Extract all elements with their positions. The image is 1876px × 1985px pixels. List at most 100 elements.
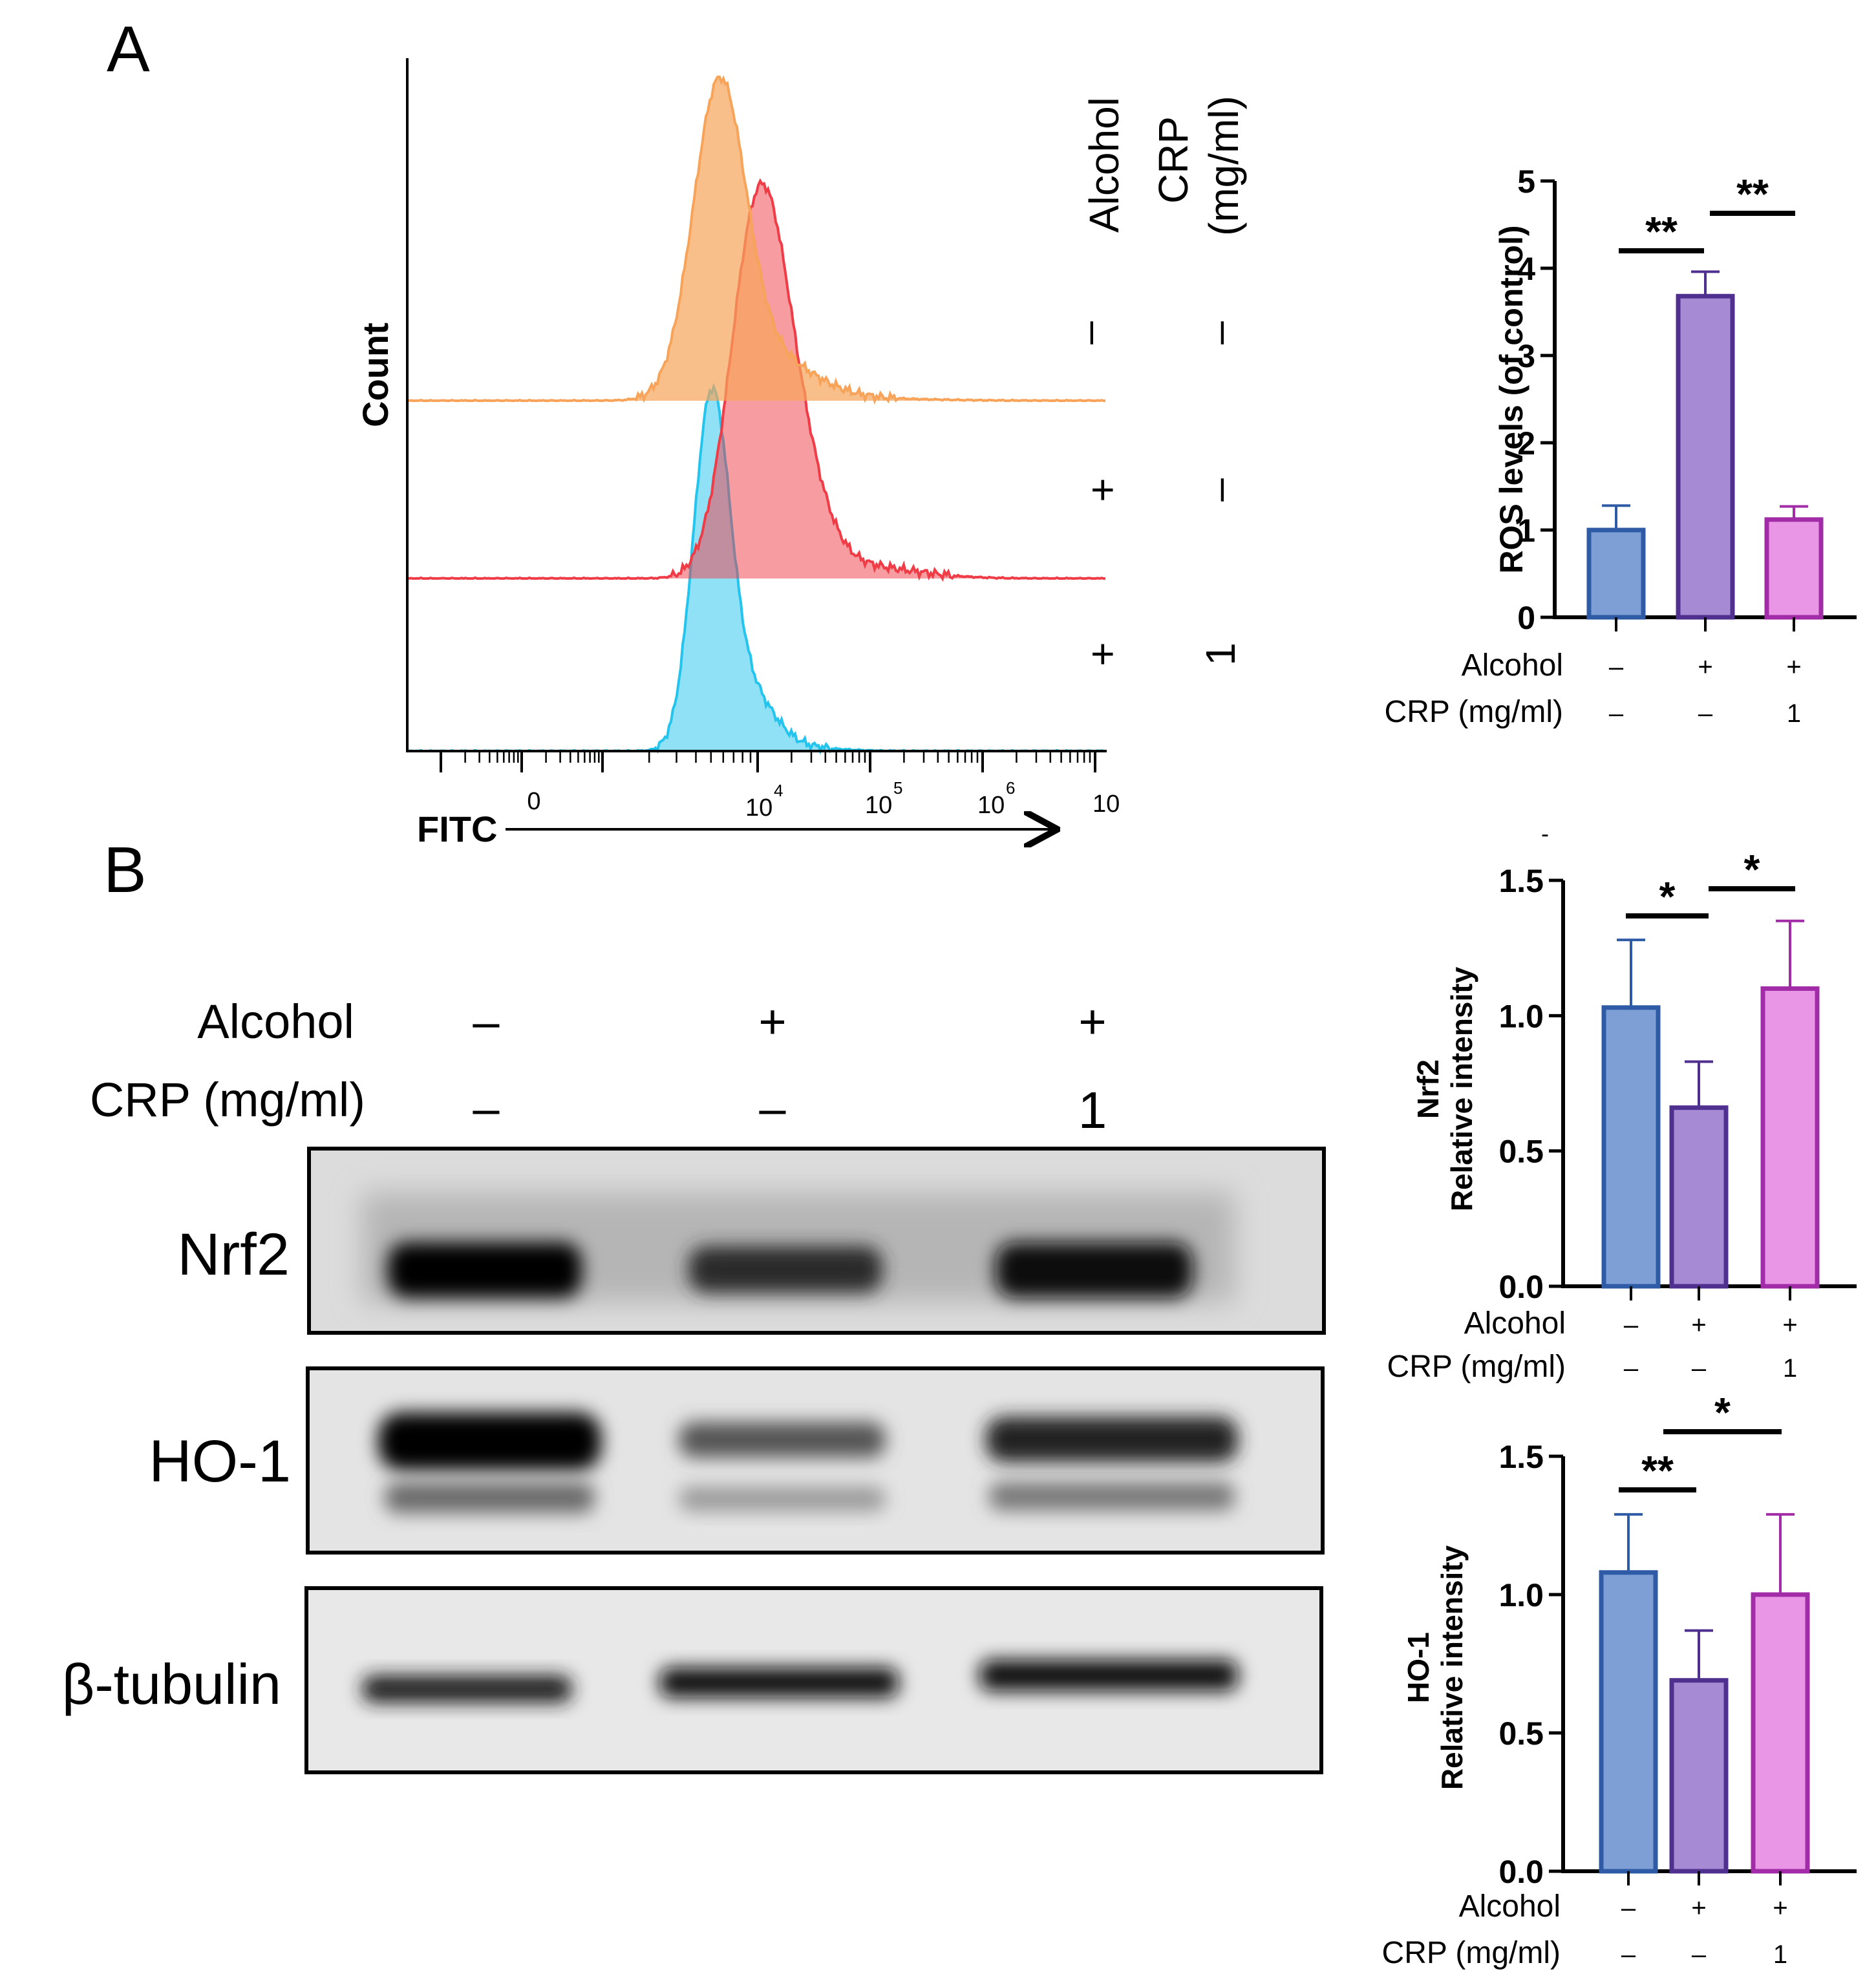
flow-row1-crp: – bbox=[1195, 321, 1242, 345]
flow-xtick-10e6-exp: 6 bbox=[1006, 778, 1015, 798]
ros-bar-3 bbox=[1764, 517, 1824, 620]
histogram-orange-line bbox=[407, 75, 1105, 405]
nrf2-ytick-label: 0.5 bbox=[1498, 1134, 1544, 1170]
blot-ho1-band-3 bbox=[986, 1417, 1238, 1462]
ho1-alcohol-1: – bbox=[1621, 1894, 1636, 1922]
flow-y-axis-label: Count bbox=[355, 323, 396, 427]
flow-xtick-10e5-base: 10 bbox=[865, 792, 892, 819]
ho1-bar-2 bbox=[1669, 1678, 1729, 1874]
flow-header-crp: CRP bbox=[1150, 116, 1197, 204]
blot-ho1-band-2 bbox=[679, 1422, 886, 1458]
blot-label-crp: CRP (mg/ml) bbox=[90, 1073, 365, 1127]
ho1-alcohol-3: + bbox=[1773, 1894, 1787, 1922]
nrf2-alcohol-3: + bbox=[1782, 1311, 1797, 1339]
blot-lane1-alcohol: – bbox=[473, 995, 500, 1048]
flow-row1-alcohol: – bbox=[1065, 321, 1111, 345]
ho1-bar-3 bbox=[1751, 1592, 1810, 1874]
flow-row3-alcohol: + bbox=[1079, 642, 1125, 666]
ros-y-axis-label: ROS levels (of control) bbox=[1493, 226, 1530, 574]
flow-xtick-10: 10 bbox=[1093, 791, 1120, 818]
nrf2-sig-label-1: * bbox=[1659, 873, 1676, 920]
ros-ytick-label: 0 bbox=[1517, 600, 1535, 636]
blot-ho1-band-1 bbox=[378, 1412, 601, 1470]
ho1-sig-label-1: ** bbox=[1641, 1447, 1674, 1494]
flow-xtick-10e5: 10 5 bbox=[865, 778, 902, 819]
ros-ytick-label: 2 bbox=[1517, 425, 1535, 462]
bar-chart-ho1: 0.0 0.5 1.0 1.5 HO-1 Relative intensity – – + – +1… bbox=[1382, 1389, 1857, 1970]
panel-label-b: B bbox=[103, 834, 147, 906]
ros-ytick-label: 4 bbox=[1517, 251, 1535, 287]
flow-xtick-0: 0 bbox=[527, 788, 540, 815]
nrf2-alcohol-2: + bbox=[1691, 1311, 1706, 1339]
flow-xtick-10e5-exp: 5 bbox=[893, 778, 902, 798]
bar-chart-ros: 0 1 2 3 4 5 ROS levels (of control) – – + – +1 Alcoh… bbox=[1385, 164, 1857, 729]
blot-ho1-lower-band-2 bbox=[679, 1487, 886, 1511]
ho1-crp-1: – bbox=[1621, 1940, 1636, 1969]
panel-label-a: A bbox=[107, 13, 150, 85]
nrf2-bar-3 bbox=[1760, 986, 1820, 1289]
ros-bar-2 bbox=[1676, 293, 1735, 620]
ros-crp-1: – bbox=[1609, 699, 1624, 728]
flow-xtick-10e4-base: 10 bbox=[745, 794, 773, 822]
ho1-bar-1 bbox=[1599, 1570, 1658, 1874]
ros-sig-label-2: ** bbox=[1736, 171, 1769, 217]
blot-nrf2: Nrf2 bbox=[177, 1147, 1326, 1335]
blot-label-alcohol: Alcohol bbox=[197, 995, 354, 1048]
ho1-row-label-crp: CRP (mg/ml) bbox=[1382, 1936, 1561, 1970]
ros-alcohol-2: + bbox=[1698, 653, 1712, 681]
blot-lane2-crp: – bbox=[759, 1081, 786, 1135]
ros-row-label-alcohol: Alcohol bbox=[1462, 648, 1563, 683]
flow-header-alcohol: Alcohol bbox=[1081, 97, 1127, 233]
flow-x-minor-ticks bbox=[440, 751, 1096, 772]
ho1-ytick-label: 1.0 bbox=[1498, 1577, 1544, 1613]
flow-x-axis-label: FITC bbox=[417, 809, 497, 849]
ho1-y-axis-label-2: Relative intensity bbox=[1435, 1545, 1469, 1790]
ros-ytick-label: 5 bbox=[1517, 164, 1535, 200]
flow-xtick-10e4-exp: 4 bbox=[774, 781, 783, 800]
ros-crp-3: 1 bbox=[1787, 699, 1801, 728]
ros-ytick-label: 1 bbox=[1517, 513, 1535, 549]
ho1-sig-label-2: * bbox=[1714, 1389, 1731, 1436]
flow-row2-crp: – bbox=[1195, 478, 1242, 502]
blot-nrf2-band-1 bbox=[388, 1242, 582, 1298]
nrf2-alcohol-1: – bbox=[1624, 1311, 1639, 1339]
ho1-crp-3: 1 bbox=[1773, 1940, 1787, 1969]
band-label-nrf2: Nrf2 bbox=[177, 1222, 290, 1288]
flow-row2-alcohol: + bbox=[1079, 478, 1125, 502]
ho1-ytick-label: 0.0 bbox=[1498, 1854, 1544, 1890]
blot-lane2-alcohol: + bbox=[758, 995, 786, 1048]
blot-ho1-lower-band-3 bbox=[989, 1482, 1235, 1511]
blot-lane3-crp: 1 bbox=[1078, 1081, 1107, 1139]
blot-nrf2-band-2 bbox=[688, 1246, 882, 1293]
nrf2-bar-2 bbox=[1669, 1105, 1729, 1289]
flow-xtick-10e6: 10 6 bbox=[977, 778, 1015, 819]
blot-tubulin: β-tubulin bbox=[62, 1586, 1323, 1774]
bar-chart-nrf2: 0.0 0.5 1.0 1.5 Nrf2 Relative intensity – – + – +1… bbox=[1387, 820, 1857, 1384]
nrf2-ytick-label: 0.0 bbox=[1498, 1269, 1544, 1305]
nrf2-stray-mark: - bbox=[1541, 820, 1549, 847]
blot-tubulin-band-1 bbox=[362, 1675, 572, 1703]
flow-histogram-panel: Count 0 10 4 10 5 10 6 10 FITC Alcohol C… bbox=[355, 58, 1247, 849]
blot-nrf2-band-3 bbox=[996, 1242, 1193, 1298]
ros-crp-2: – bbox=[1698, 699, 1713, 728]
histogram-orange-fill bbox=[407, 76, 1105, 401]
ros-ytick-label: 3 bbox=[1517, 338, 1535, 374]
nrf2-ytick-label: 1.5 bbox=[1498, 863, 1544, 899]
blot-lane3-alcohol: + bbox=[1078, 995, 1106, 1048]
ros-bar-1 bbox=[1586, 527, 1646, 620]
flow-row3-crp: 1 bbox=[1197, 642, 1244, 666]
blot-ho1-lower-band-1 bbox=[385, 1482, 595, 1513]
nrf2-y-axis-label-2: Relative intensity bbox=[1445, 966, 1478, 1211]
nrf2-row-label-crp: CRP (mg/ml) bbox=[1387, 1350, 1566, 1384]
nrf2-ytick-label: 1.0 bbox=[1498, 998, 1544, 1034]
ros-sig-label-1: ** bbox=[1645, 208, 1678, 255]
band-label-ho1: HO-1 bbox=[149, 1428, 291, 1494]
ros-row-label-crp: CRP (mg/ml) bbox=[1385, 695, 1563, 729]
flow-xtick-10e4: 10 4 bbox=[745, 781, 783, 822]
blot-tubulin-band-3 bbox=[979, 1660, 1238, 1691]
ho1-y-axis-label: HO-1 bbox=[1402, 1632, 1435, 1703]
ho1-crp-2: – bbox=[1692, 1940, 1707, 1969]
blot-tubulin-band-2 bbox=[659, 1668, 899, 1697]
flow-xtick-10e6-base: 10 bbox=[977, 792, 1005, 819]
nrf2-sig-label-2: * bbox=[1744, 846, 1760, 893]
